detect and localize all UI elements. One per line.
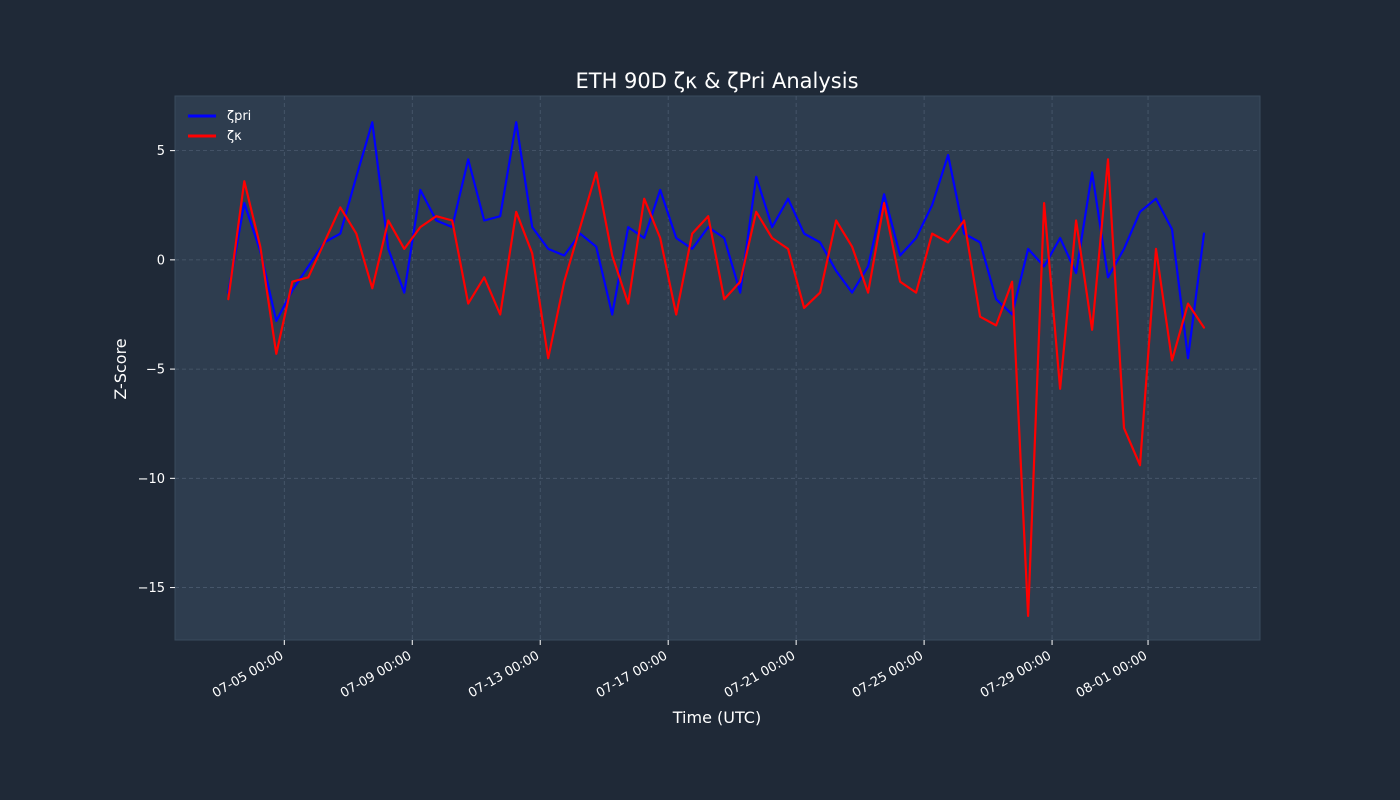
x-axis-title: Time (UTC) bbox=[672, 708, 761, 727]
series-layer bbox=[227, 121, 1206, 618]
y-tick-label: −5 bbox=[146, 363, 165, 378]
legend: ζpri ζκ bbox=[188, 109, 251, 144]
y-axis-title: Z-Score bbox=[111, 338, 130, 399]
y-tick-label: 0 bbox=[157, 253, 165, 268]
series-line-1 bbox=[227, 158, 1206, 618]
y-axis: 5 0 −5 −10 −15 bbox=[138, 144, 175, 596]
legend-label-zk: ζκ bbox=[227, 129, 242, 144]
y-tick-label: −15 bbox=[138, 581, 165, 596]
plot-area bbox=[174, 95, 1261, 641]
y-tick-label: 5 bbox=[157, 144, 165, 159]
chart-title: ETH 90D ζκ & ζPri Analysis bbox=[575, 69, 858, 93]
y-tick-label: −10 bbox=[138, 472, 165, 487]
legend-label-zpri: ζpri bbox=[227, 109, 251, 124]
